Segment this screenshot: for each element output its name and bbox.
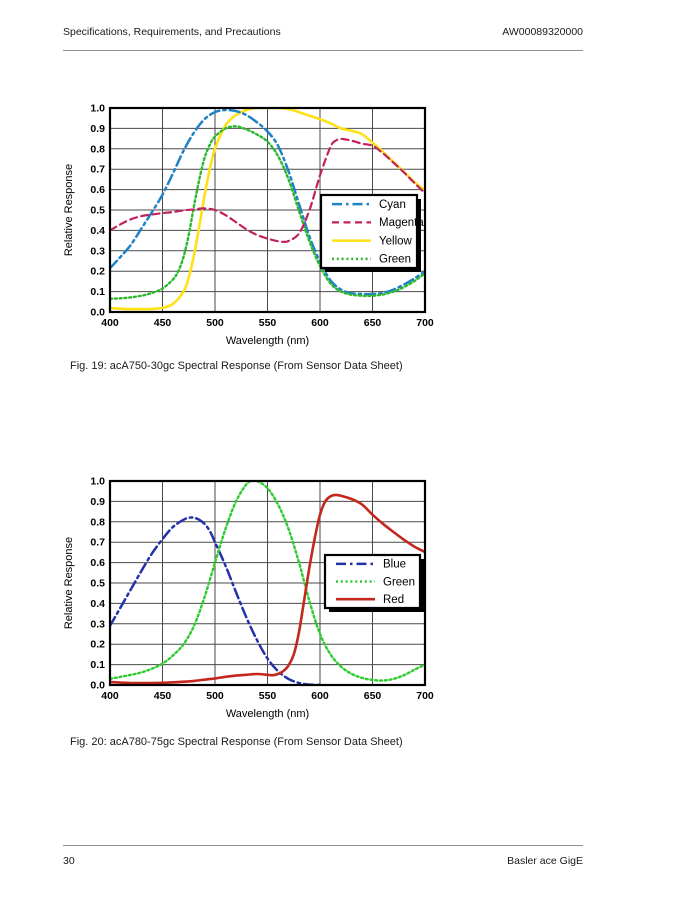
y-tick-label: 0.0 <box>90 307 105 319</box>
x-axis-label: Wavelength (nm) <box>226 335 309 347</box>
legend-box <box>319 193 419 270</box>
figure-20-spectral-response-chart: 400 450 500 550 600 650 700 0.0 0.1 0.2 0.3 0.4 0.5 0… <box>63 468 443 726</box>
y-axis-label: Relative Response <box>63 164 75 256</box>
legend-label: Yellow <box>379 235 413 247</box>
x-tick-label: 500 <box>206 690 224 702</box>
x-tick-label: 650 <box>364 317 382 329</box>
y-tick-label: 0.2 <box>90 639 105 651</box>
y-tick-label: 0.2 <box>90 266 105 278</box>
y-tick-label: 0.6 <box>90 184 105 196</box>
y-tick-label: 0.5 <box>90 578 105 590</box>
footer-page-number: 30 <box>63 855 75 867</box>
x-tick-label: 400 <box>101 317 119 329</box>
figure-20-caption: Fig. 20: acA780-75gc Spectral Response (… <box>70 736 403 748</box>
y-tick-label: 0.4 <box>90 598 105 610</box>
legend-label: Red <box>383 594 404 606</box>
y-tick-label: 0.1 <box>90 286 105 298</box>
plot-border <box>108 479 427 687</box>
y-tick-label: 0.6 <box>90 557 105 569</box>
x-tick-label: 450 <box>154 317 172 329</box>
legend-label: Green <box>379 254 411 266</box>
y-tick-label: 0.9 <box>90 496 105 508</box>
footer-product-name: Basler ace GigE <box>507 855 583 867</box>
legend-label: Magenta <box>379 217 424 229</box>
series-blue-curve <box>109 516 322 686</box>
y-tick-label: 1.0 <box>90 476 105 488</box>
y-tick-label: 0.5 <box>90 205 105 217</box>
series-red-curve <box>109 493 426 685</box>
page-footer: 30 Basler ace GigE <box>63 845 583 868</box>
y-tick-label: 0.4 <box>90 225 105 237</box>
legend-label: Green <box>383 576 415 588</box>
chart-canvas: 400 450 500 550 600 650 700 0.0 0.1 0.2 0.3 0.4 0.5 0… <box>63 476 434 721</box>
legend-label: Blue <box>383 559 406 571</box>
y-tick-label: 0.8 <box>90 516 105 528</box>
legend: Blue Green Red <box>323 553 424 612</box>
legend-label: Cyan <box>379 199 406 211</box>
series-green-curve <box>109 480 426 682</box>
x-tick-label: 650 <box>364 690 382 702</box>
y-tick-label: 0.3 <box>90 245 105 257</box>
series-group <box>109 480 426 686</box>
legend: Cyan Magenta Yellow Green <box>319 193 424 272</box>
tick-labels: 400 450 500 550 600 650 700 0.0 0.1 0.2 0.3 0.4 0.5 0… <box>90 103 434 330</box>
x-tick-label: 500 <box>206 317 224 329</box>
y-tick-label: 0.3 <box>90 618 105 630</box>
series-magenta-curve <box>109 137 426 244</box>
y-tick-label: 0.9 <box>90 123 105 135</box>
y-tick-label: 1.0 <box>90 103 105 115</box>
x-tick-label: 700 <box>416 690 434 702</box>
y-tick-label: 0.8 <box>90 143 105 155</box>
y-axis-label: Relative Response <box>63 537 75 629</box>
series-cyan-curve <box>109 108 426 296</box>
x-tick-label: 400 <box>101 690 119 702</box>
y-tick-label: 0.7 <box>90 537 105 549</box>
x-tick-label: 550 <box>259 317 277 329</box>
x-tick-label: 550 <box>259 690 277 702</box>
figure-19-caption: Fig. 19: acA750-30gc Spectral Response (… <box>70 360 403 372</box>
tick-labels: 400 450 500 550 600 650 700 0.0 0.1 0.2 0.3 0.4 0.5 0… <box>90 476 434 703</box>
x-tick-label: 600 <box>311 690 329 702</box>
x-tick-label: 700 <box>416 317 434 329</box>
series-green-curve <box>109 125 426 300</box>
x-tick-label: 450 <box>154 690 172 702</box>
y-tick-label: 0.1 <box>90 659 105 671</box>
header-section-title: Specifications, Requirements, and Precau… <box>63 26 281 38</box>
header-document-number: AW00089320000 <box>502 26 583 38</box>
x-axis-label: Wavelength (nm) <box>226 708 309 720</box>
x-tick-label: 600 <box>311 317 329 329</box>
y-tick-label: 0.7 <box>90 164 105 176</box>
page-header: Specifications, Requirements, and Precau… <box>63 26 583 51</box>
chart-canvas: 400 450 500 550 600 650 700 0.0 0.1 0.2 0.3 0.4 0.5 0… <box>63 103 434 348</box>
figure-19-spectral-response-chart: 400 450 500 550 600 650 700 0.0 0.1 0.2 0.3 0.4 0.5 0… <box>63 95 443 353</box>
y-tick-label: 0.0 <box>90 680 105 692</box>
plot-border <box>108 106 427 314</box>
